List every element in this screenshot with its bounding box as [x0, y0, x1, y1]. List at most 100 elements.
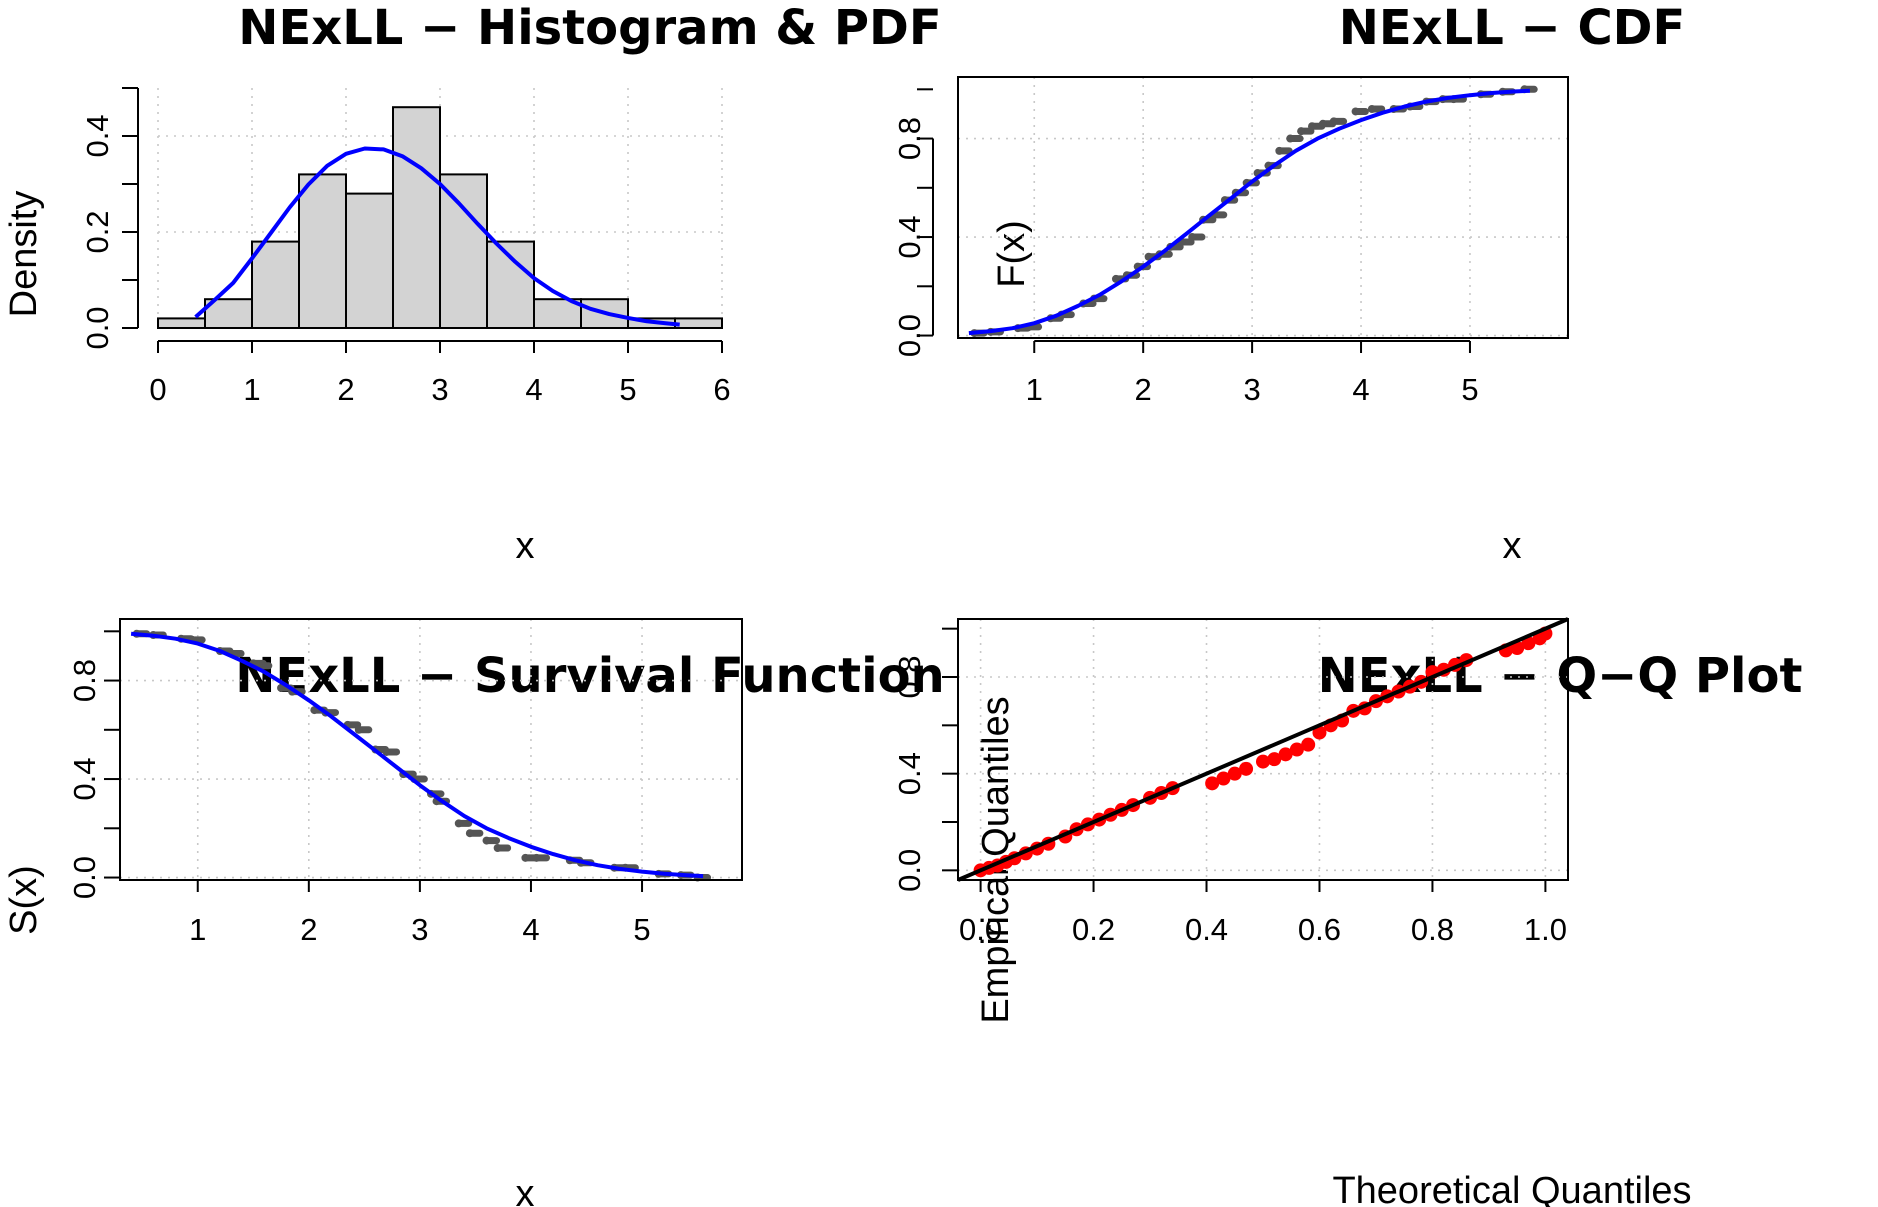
- panel-histogram-pdf: NExLL − Histogram & PDF x Density 0 1 2 3 4 5…: [3, 0, 942, 567]
- pdf-xlabel: x: [516, 525, 535, 567]
- survival-empirical-point: [382, 747, 391, 756]
- y-tick-label: 0.4: [67, 757, 102, 800]
- y-tick-label: 0.8: [892, 655, 927, 698]
- pdf-bars: [157, 106, 723, 330]
- qq-reference-layer: [957, 617, 1569, 882]
- cdf-axes: 1 2 3 4 5 0.0 0.4 0.8: [892, 76, 1569, 407]
- histogram-bar: [392, 106, 441, 329]
- x-tick-label: 0: [149, 372, 166, 407]
- y-tick-label: 0.0: [80, 306, 115, 349]
- cdf-title: NExLL − CDF: [1339, 0, 1686, 56]
- survival-curve-layer: [130, 631, 704, 879]
- x-tick-label: 2: [1135, 372, 1152, 407]
- panel-survival: NExLL − Survival Function x S(x) 1 2 3 4 5 0.…: [3, 618, 945, 1207]
- pdf-title: NExLL − Histogram & PDF: [238, 0, 941, 56]
- qq-point: [1205, 776, 1220, 791]
- x-tick-label: 0.6: [1298, 912, 1341, 947]
- y-tick-label: 0.0: [67, 856, 102, 899]
- qq-point: [1239, 761, 1254, 776]
- survival-ylabel: S(x): [3, 865, 45, 935]
- histogram-bar: [345, 192, 394, 329]
- survival-grid: [120, 619, 742, 880]
- pdf-curve-layer: [194, 146, 680, 327]
- survival-axes: 1 2 3 4 5 0.0 0.4 0.8: [67, 618, 743, 947]
- x-tick-label: 3: [411, 912, 428, 947]
- pdf-axes: 0 1 2 3 4 5 6 0.0 0.2 0.4: [80, 87, 731, 407]
- x-tick-label: 1.0: [1524, 912, 1567, 947]
- cdf-empirical-point: [1367, 105, 1376, 114]
- x-tick-label: 4: [525, 372, 542, 407]
- x-tick-label: 5: [1461, 372, 1478, 407]
- x-tick-label: 0.0: [959, 912, 1002, 947]
- survival-empirical-point: [454, 819, 463, 828]
- qq-point: [1278, 747, 1293, 762]
- cdf-empirical-point: [1329, 117, 1338, 126]
- x-tick-label: 0.2: [1072, 912, 1115, 947]
- cdf-empirical-point: [1308, 122, 1317, 131]
- panel-cdf: NExLL − CDF x F(x) 1 2 3 4 5 0.0 0.4 0.8: [892, 0, 1685, 567]
- cdf-empirical-point: [1275, 146, 1284, 155]
- plot-box: [957, 76, 1569, 339]
- x-tick-label: 0.8: [1411, 912, 1454, 947]
- survival-empirical-point: [354, 725, 363, 734]
- qq-grid: [958, 619, 1568, 880]
- qq-axes: 0.0 0.2 0.4 0.6 0.8 1.0 0.0 0.4 0.8: [892, 618, 1569, 947]
- histogram-bar: [533, 298, 582, 330]
- histogram-bar: [439, 173, 488, 329]
- pdf-curve: [194, 146, 680, 327]
- qq-point: [1216, 771, 1231, 786]
- y-tick-label: 0.4: [892, 752, 927, 795]
- x-tick-label: 2: [300, 912, 317, 947]
- qq-point: [1312, 725, 1327, 740]
- y-tick-label: 0.4: [80, 114, 115, 157]
- cdf-empirical-point: [1318, 119, 1327, 128]
- qq-point: [1227, 766, 1242, 781]
- y-tick-label: 0.8: [892, 117, 927, 160]
- x-tick-label: 5: [633, 912, 650, 947]
- y-tick-label: 0.0: [892, 314, 927, 357]
- survival-empirical-point: [277, 683, 286, 692]
- cdf-xlabel: x: [1503, 525, 1522, 567]
- survival-empirical-point: [521, 853, 530, 862]
- y-tick-label: 0.2: [80, 210, 115, 253]
- qq-point: [1256, 754, 1270, 769]
- qq-point: [1289, 742, 1304, 757]
- x-tick-label: 1: [243, 372, 260, 407]
- cdf-empirical-point: [1351, 107, 1360, 116]
- y-tick-label: 0.4: [892, 215, 927, 258]
- histogram-bar: [157, 317, 206, 329]
- qq-point: [1510, 641, 1525, 655]
- cdf-ylabel: F(x): [991, 220, 1033, 288]
- survival-empirical-point: [532, 853, 541, 862]
- cdf-empirical: [970, 85, 1538, 338]
- qq-point: [1301, 737, 1316, 752]
- histogram-bar: [251, 240, 300, 330]
- x-tick-label: 6: [713, 372, 730, 407]
- cdf-empirical-point: [1297, 127, 1306, 136]
- x-tick-label: 3: [1243, 372, 1260, 407]
- survival-title: NExLL − Survival Function: [235, 648, 944, 704]
- cdf-curve-layer: [968, 88, 1530, 336]
- cdf-empirical-point: [1286, 134, 1295, 143]
- cdf-empirical-point: [1188, 233, 1197, 242]
- y-tick-label: 0.8: [67, 659, 102, 702]
- qq-point: [1521, 636, 1536, 651]
- x-tick-label: 3: [431, 372, 448, 407]
- survival-xlabel: x: [516, 1173, 535, 1207]
- qq-reference-line: [957, 617, 1569, 882]
- survival-fitted-curve: [130, 631, 704, 879]
- histogram-bar: [298, 173, 347, 329]
- cdf-fitted-curve: [968, 88, 1530, 336]
- y-tick-label: 0.0: [892, 849, 927, 892]
- qq-xlabel: Theoretical Quantiles: [1332, 1170, 1691, 1207]
- panel-qq: NExLL − Q−Q Plot Theoretical Quantiles E…: [892, 617, 1802, 1207]
- survival-empirical-point: [482, 836, 491, 845]
- x-tick-label: 4: [522, 912, 539, 947]
- survival-empirical-point: [465, 829, 474, 838]
- cdf-empirical-point: [1111, 274, 1120, 283]
- x-tick-label: 0.4: [1185, 912, 1228, 947]
- x-tick-label: 1: [1026, 372, 1043, 407]
- qq-point: [1267, 752, 1282, 767]
- cdf-grid: [958, 77, 1568, 338]
